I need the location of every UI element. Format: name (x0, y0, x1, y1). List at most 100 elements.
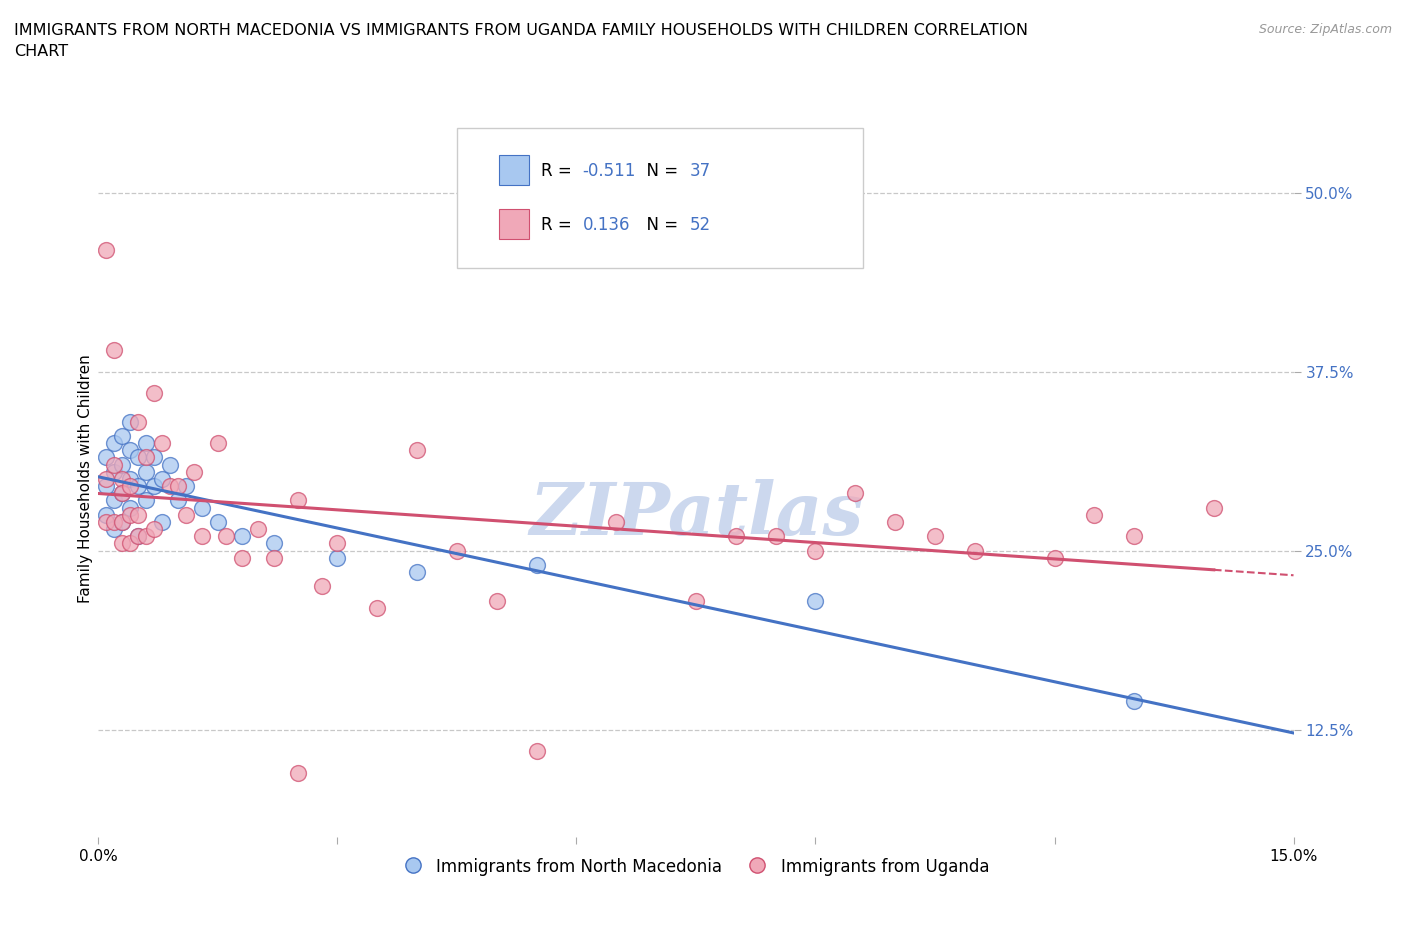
Point (183, 464, 205, 479)
Point (724, 529, 747, 544)
Point (963, 543, 986, 558)
Point (191, 529, 214, 544)
Point (231, 551, 253, 565)
Point (103, 464, 125, 479)
Point (120, 443, 142, 458)
Text: -0.511: -0.511 (582, 162, 636, 180)
Point (174, 507, 197, 522)
Point (884, 514, 907, 529)
Point (127, 414, 149, 429)
Point (120, 500, 142, 515)
Text: 0.136: 0.136 (582, 216, 630, 233)
Point (526, 557, 548, 572)
Point (446, 543, 468, 558)
Point (150, 435, 173, 451)
Point (1123, 529, 1146, 544)
Point (96, 514, 118, 529)
Point (120, 536, 142, 551)
Point (207, 435, 229, 451)
Point (685, 593, 707, 608)
Point (127, 529, 149, 544)
Point (1202, 500, 1225, 515)
Point (103, 522, 125, 537)
Point (231, 529, 253, 544)
Point (287, 493, 309, 508)
Point (311, 578, 333, 594)
Point (103, 493, 125, 508)
Point (143, 386, 166, 401)
Point (1123, 694, 1146, 709)
Point (111, 485, 134, 500)
Text: R =: R = (541, 162, 576, 180)
Point (167, 493, 190, 508)
Point (765, 529, 787, 544)
Point (103, 458, 125, 472)
Point (150, 514, 173, 529)
Point (135, 450, 157, 465)
Text: IMMIGRANTS FROM NORTH MACEDONIA VS IMMIGRANTS FROM UGANDA FAMILY HOUSEHOLDS WITH: IMMIGRANTS FROM NORTH MACEDONIA VS IMMIG… (14, 23, 1028, 60)
Point (924, 529, 946, 544)
Legend: Immigrants from North Macedonia, Immigrants from Uganda: Immigrants from North Macedonia, Immigra… (396, 851, 995, 883)
Text: N =: N = (637, 162, 683, 180)
Point (135, 493, 157, 508)
Point (103, 435, 125, 451)
Point (96, 507, 118, 522)
Point (191, 500, 214, 515)
Point (605, 514, 627, 529)
Point (135, 464, 157, 479)
Point (135, 529, 157, 544)
Text: R =: R = (541, 216, 582, 233)
Point (159, 479, 181, 494)
Point (804, 593, 827, 608)
Point (127, 479, 149, 494)
Point (111, 429, 134, 444)
Point (120, 507, 142, 522)
Text: 52: 52 (690, 216, 711, 233)
Point (406, 565, 429, 579)
Point (143, 479, 166, 494)
FancyBboxPatch shape (457, 128, 863, 268)
Point (103, 342, 125, 357)
FancyBboxPatch shape (499, 155, 529, 185)
Point (111, 485, 134, 500)
Point (96, 243, 118, 258)
Point (263, 536, 285, 551)
Point (120, 479, 142, 494)
Point (111, 458, 134, 472)
Point (143, 450, 166, 465)
Point (135, 435, 157, 451)
Point (406, 443, 429, 458)
Point (127, 507, 149, 522)
Point (150, 472, 173, 486)
Point (120, 472, 142, 486)
Point (127, 450, 149, 465)
Text: ZIPatlas: ZIPatlas (529, 479, 863, 551)
Point (366, 601, 388, 616)
Point (526, 744, 548, 759)
Point (167, 479, 190, 494)
Y-axis label: Family Households with Children: Family Households with Children (77, 354, 93, 604)
Point (174, 479, 197, 494)
Point (103, 514, 125, 529)
Point (485, 593, 508, 608)
Point (159, 458, 181, 472)
Point (246, 522, 269, 537)
FancyBboxPatch shape (499, 209, 529, 239)
Point (326, 536, 349, 551)
Point (127, 529, 149, 544)
Point (215, 529, 238, 544)
Point (111, 536, 134, 551)
Point (844, 485, 866, 500)
Point (1043, 551, 1066, 565)
Point (96, 472, 118, 486)
Point (207, 514, 229, 529)
Text: 37: 37 (690, 162, 711, 180)
Point (96, 450, 118, 465)
Point (111, 472, 134, 486)
Point (111, 514, 134, 529)
Point (1083, 507, 1105, 522)
Point (143, 522, 166, 537)
Text: Source: ZipAtlas.com: Source: ZipAtlas.com (1258, 23, 1392, 36)
Text: N =: N = (637, 216, 683, 233)
Point (287, 765, 309, 780)
